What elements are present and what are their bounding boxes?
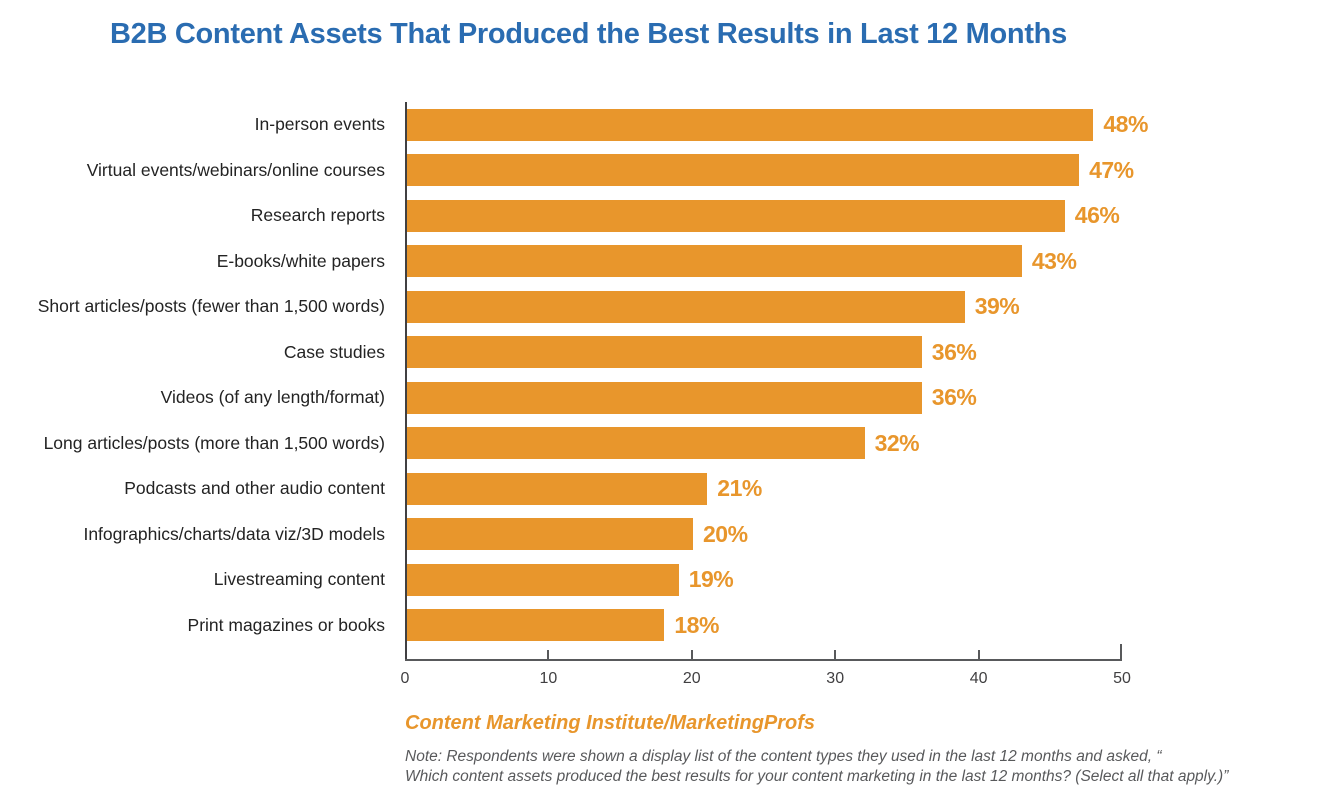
bar-value-label: 19% [688, 566, 734, 593]
bar [407, 199, 1065, 232]
bar-row: In-person events 48% [0, 102, 1148, 148]
bar-value-label: 18% [674, 611, 719, 638]
bar-value-label: 43% [1031, 247, 1077, 274]
bar-track: 47% [405, 147, 1134, 193]
x-axis-tick-label: 20 [682, 670, 701, 687]
x-axis-tick [834, 650, 837, 659]
bar-value-label: 21% [717, 475, 762, 502]
category-label: Infographics/charts/data viz/3D models [83, 523, 385, 544]
category-label: Podcasts and other audio content [124, 478, 385, 499]
x-axis-tick-label: 40 [969, 670, 988, 687]
bar [407, 609, 665, 642]
bar-value-label: 46% [1074, 202, 1120, 229]
x-axis-tick-label: 10 [539, 670, 558, 687]
bar-value-label: 47% [1089, 156, 1134, 183]
bar-row: Videos (of any length/format) 36% [0, 375, 1122, 421]
category-label: Print magazines or books [187, 614, 385, 635]
footnote: Note: Respondents were shown a display l… [405, 747, 1228, 786]
category-label: Long articles/posts (more than 1,500 wor… [43, 432, 385, 453]
x-axis-tick [547, 650, 550, 659]
bar-track: 32% [405, 420, 1122, 466]
x-axis-tick-label: 50 [1113, 670, 1131, 687]
axis-spacer [0, 659, 405, 701]
chart-title: B2B Content Assets That Produced the Bes… [110, 18, 1067, 50]
footnote-line-2: Which content assets produced the best r… [405, 767, 1229, 785]
bar [407, 154, 1080, 187]
category-label: Virtual events/webinars/online courses [86, 159, 385, 180]
bar-row: Case studies 36% [0, 329, 1122, 375]
x-axis-tick [690, 650, 693, 659]
category-label: Livestreaming content [213, 569, 385, 590]
x-axis-row: 0 10 20 30 40 50 [0, 644, 1131, 701]
bar [407, 427, 865, 460]
x-axis-tick-label: 30 [826, 670, 845, 687]
bar-row: Print magazines or books 18% [0, 602, 1122, 648]
bar [407, 381, 922, 414]
bar-track: 39% [405, 284, 1122, 330]
bar-value-label: 39% [974, 293, 1020, 320]
footnote-line-1: Note: Respondents were shown a display l… [405, 748, 1162, 765]
source-credit: Content Marketing Institute/MarketingPro… [405, 712, 816, 734]
category-label: Research reports [250, 205, 385, 226]
category-label: Case studies [283, 341, 385, 362]
bar [407, 472, 708, 505]
bar-track: 48% [405, 102, 1148, 148]
bar-row: Livestreaming content 19% [0, 557, 1122, 603]
bar [407, 290, 965, 323]
bar-row: Virtual events/webinars/online courses 47… [0, 147, 1134, 193]
bar-track: 19% [405, 557, 1122, 603]
bar-value-label: 20% [703, 520, 748, 547]
bar-row: E-books/white papers 43% [0, 238, 1122, 284]
bar [407, 245, 1022, 278]
category-label: E-books/white papers [216, 250, 385, 271]
bar [407, 518, 693, 551]
bar-value-label: 36% [931, 384, 977, 411]
bar-value-label: 36% [931, 338, 977, 365]
x-axis: 0 10 20 30 40 50 [401, 644, 1131, 701]
category-label: In-person events [254, 114, 385, 135]
bar-value-label: 48% [1103, 111, 1148, 138]
bar [407, 563, 679, 596]
bar [407, 108, 1094, 141]
bar-track: 18% [405, 602, 1122, 648]
bar-track: 20% [405, 511, 1122, 557]
bar-row: Research reports 46% [0, 193, 1122, 239]
bar-row: Podcasts and other audio content 21% [0, 466, 1122, 512]
bar-value-label: 32% [874, 429, 920, 456]
x-axis-tick-label: 0 [400, 670, 410, 687]
bar-track: 36% [405, 375, 1122, 421]
bar-row: Short articles/posts (fewer than 1,500 w… [0, 284, 1122, 330]
bar-row: Long articles/posts (more than 1,500 wor… [0, 420, 1122, 466]
x-axis-tick [1120, 644, 1122, 659]
bar-chart: In-person events 48% Virtual events/webina… [0, 102, 1148, 701]
bar-track: 36% [405, 329, 1122, 375]
x-axis-tick [977, 650, 980, 659]
bar [407, 336, 922, 369]
bar-track: 43% [405, 238, 1122, 284]
bar-track: 46% [405, 193, 1122, 239]
y-axis-spine [405, 648, 407, 659]
chart-rows: In-person events 48% Virtual events/webina… [0, 102, 1148, 648]
bar-track: 21% [405, 466, 1122, 512]
category-label: Short articles/posts (fewer than 1,500 w… [37, 296, 385, 317]
category-label: Videos (of any length/format) [160, 387, 385, 408]
bar-row: Infographics/charts/data viz/3D models 20… [0, 511, 1122, 557]
